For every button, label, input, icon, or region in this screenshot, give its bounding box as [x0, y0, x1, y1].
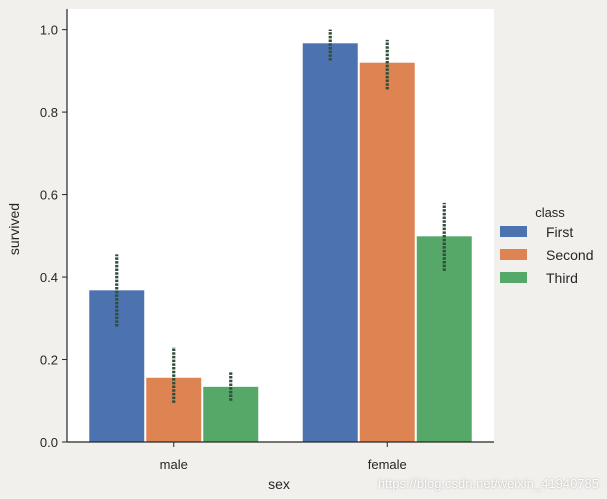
y-tick-label: 0.2 [40, 353, 58, 368]
bar-male-second [145, 376, 203, 443]
legend-swatch-second [500, 249, 527, 260]
error-bars-group [115, 29, 446, 403]
bar-female-first [301, 42, 359, 443]
y-tick-label: 0.0 [40, 435, 58, 450]
legend-label-first: First [546, 224, 573, 240]
legend: class First Second Third [500, 205, 593, 286]
legend-title: class [535, 205, 565, 220]
x-tick-label: male [160, 457, 188, 472]
y-tick-label: 0.6 [40, 188, 58, 203]
legend-label-third: Third [546, 270, 578, 286]
watermark-text: https://blog.csdn.net/weixin_41940785 [377, 476, 599, 491]
x-ticks-group: male female [160, 442, 407, 472]
legend-label-second: Second [546, 247, 593, 263]
y-ticks-group: 0.0 0.2 0.4 0.6 0.8 1.0 [40, 23, 67, 450]
y-tick-label: 0.8 [40, 105, 58, 120]
legend-swatch-first [500, 226, 527, 237]
legend-swatch-third [500, 272, 527, 283]
x-tick-label: female [368, 457, 407, 472]
y-axis-label: survived [6, 203, 22, 255]
bar-male-first [88, 289, 146, 443]
y-tick-label: 0.4 [40, 270, 58, 285]
y-tick-label: 1.0 [40, 23, 58, 38]
bar-female-second [358, 61, 416, 443]
x-axis-label: sex [268, 476, 290, 492]
